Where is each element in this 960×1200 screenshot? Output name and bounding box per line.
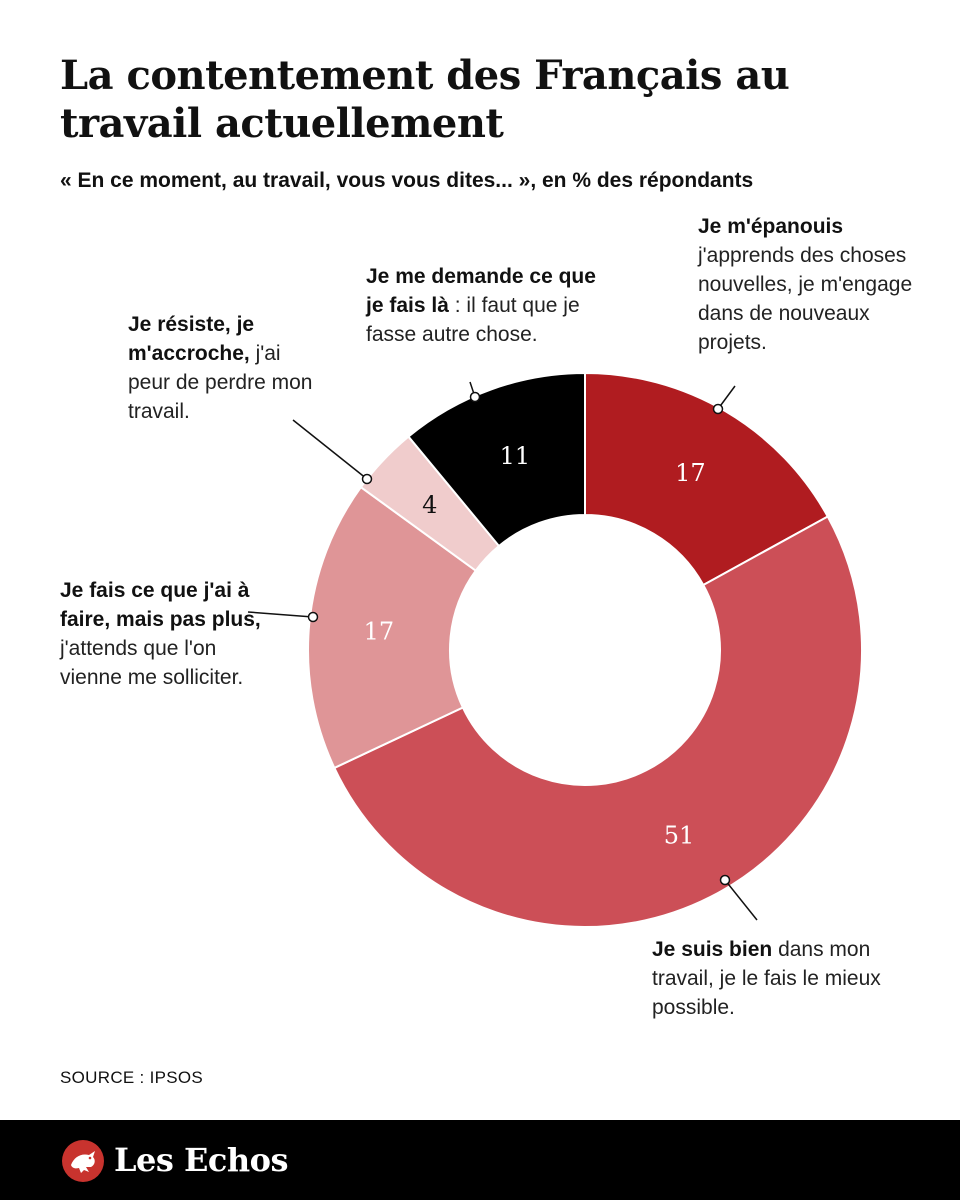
slice-epanouis xyxy=(584,371,830,587)
leader-dot-epanouis xyxy=(712,403,724,415)
label-fais-ce-que-text: j'attends que l'on vienne me solliciter. xyxy=(60,637,244,689)
label-suis-bien-text: dans mon travail, je le fais le mieux po… xyxy=(652,938,881,1019)
label-epanouis: Je m'épanouis j'apprends des choses nouv… xyxy=(698,212,918,357)
les-echos-logo-text: Les Echos xyxy=(114,1141,289,1179)
slice-value-epanouis: 17 xyxy=(675,459,706,487)
label-demande: Je me demande ce que je fais là : il fau… xyxy=(366,262,596,349)
leader-line-fais-ce-que xyxy=(247,611,314,618)
label-demande-bold: Je me demande ce que je fais là xyxy=(366,265,596,317)
slice-value-suis-bien: 51 xyxy=(664,821,695,849)
leader-dot-demande xyxy=(469,391,481,403)
label-resiste-text: j'ai peur de perdre mon travail. xyxy=(128,342,313,423)
leader-dot-suis-bien xyxy=(719,874,731,886)
label-epanouis-bold: Je m'épanouis xyxy=(698,215,844,238)
chart-title: La contentement des Français au travail … xyxy=(60,52,790,147)
label-epanouis-text: j'apprends des choses nouvelles, je m'en… xyxy=(698,244,913,354)
les-echos-rooster-icon xyxy=(62,1140,104,1182)
slice-value-demande: 11 xyxy=(500,442,531,470)
source-note: SOURCE : IPSOS xyxy=(60,1068,204,1087)
slice-demande xyxy=(407,371,586,548)
chart-subtitle: « En ce moment, au travail, vous vous di… xyxy=(60,169,754,192)
slice-suis-bien xyxy=(333,515,863,928)
label-resiste-bold: Je résiste, je m'accroche, xyxy=(128,313,255,365)
leader-dot-fais-ce-que xyxy=(307,611,319,623)
label-fais-ce-que: Je fais ce que j'ai à faire, mais pas pl… xyxy=(60,576,265,692)
leader-dot-resiste xyxy=(361,473,373,485)
label-suis-bien: Je suis bien dans mon travail, je le fai… xyxy=(652,935,922,1022)
slice-value-fais-ce-que: 17 xyxy=(364,618,395,646)
label-demande-text: : il faut que je fasse autre chose. xyxy=(366,294,580,346)
brand-footer: Les Echos xyxy=(0,1120,960,1200)
label-fais-ce-que-bold: Je fais ce que j'ai à faire, mais pas pl… xyxy=(60,579,261,631)
leader-line-suis-bien xyxy=(724,879,758,921)
slice-value-resiste: 4 xyxy=(422,491,437,519)
donut-chart: 17 51 17 4 11 xyxy=(247,371,863,928)
slice-fais-ce-que xyxy=(307,485,478,770)
label-suis-bien-bold: Je suis bien xyxy=(652,938,773,961)
leader-line-resiste xyxy=(292,419,368,480)
label-resiste: Je résiste, je m'accroche, j'ai peur de … xyxy=(128,310,313,426)
